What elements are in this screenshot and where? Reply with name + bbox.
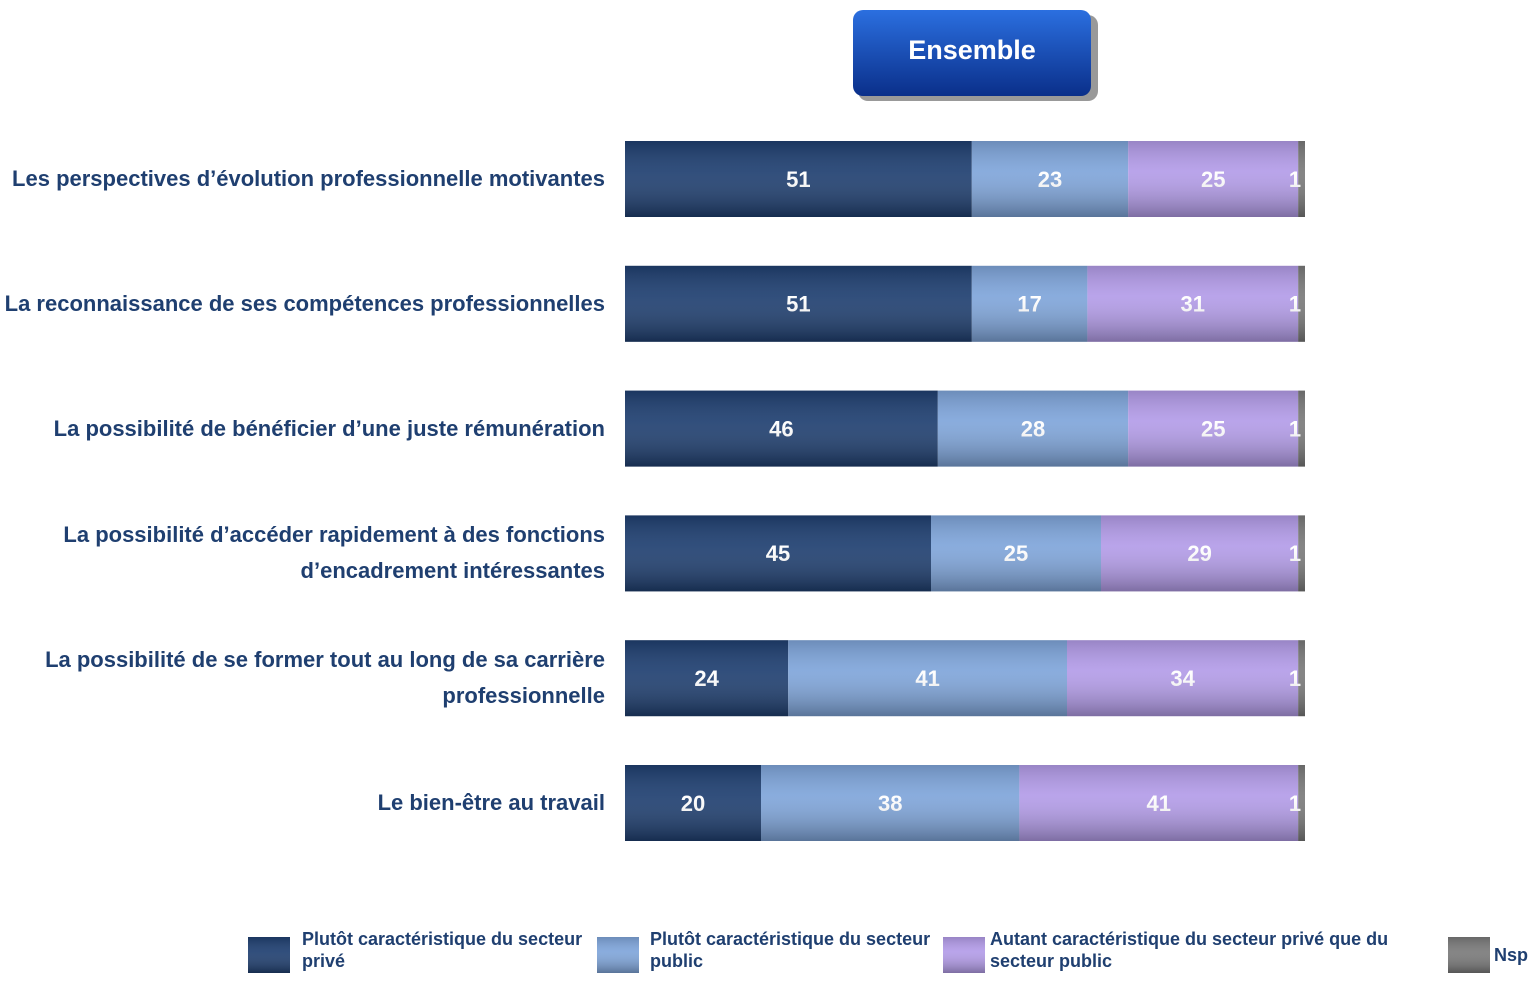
value-label: 1 xyxy=(1289,791,1301,816)
category-label: La possibilité d’accéder rapidement à de… xyxy=(63,522,605,584)
value-label: 51 xyxy=(786,292,810,317)
value-label: 24 xyxy=(694,666,719,691)
value-label: 25 xyxy=(1004,541,1028,566)
value-label: 34 xyxy=(1170,666,1195,691)
legend-label: Plutôt caractéristique du secteur privé xyxy=(302,929,583,971)
value-label: 41 xyxy=(915,666,939,691)
value-label: 1 xyxy=(1289,292,1301,317)
category-label: La possibilité de se former tout au long… xyxy=(45,647,605,709)
category-label: Le bien-être au travail xyxy=(377,790,605,815)
value-label: 17 xyxy=(1017,292,1041,317)
value-label: 28 xyxy=(1021,416,1045,441)
title-button xyxy=(853,10,1091,96)
value-label: 46 xyxy=(769,416,793,441)
category-label: La possibilité de bénéficier d’une juste… xyxy=(53,415,605,441)
legend-swatch-shading xyxy=(943,937,985,973)
chart-title: Ensemble xyxy=(908,35,1036,65)
value-label: 1 xyxy=(1289,416,1301,441)
value-label: 1 xyxy=(1289,541,1301,566)
legend-label: Nsp xyxy=(1494,945,1529,965)
legend-swatch-shading xyxy=(597,937,639,973)
value-label: 25 xyxy=(1201,416,1225,441)
value-label: 31 xyxy=(1181,292,1205,317)
legend-swatch-shading xyxy=(1448,937,1490,973)
value-label: 29 xyxy=(1187,541,1211,566)
category-label: Les perspectives d’évolution professionn… xyxy=(12,166,605,191)
value-label: 23 xyxy=(1038,167,1062,192)
value-label: 38 xyxy=(878,791,902,816)
value-label: 1 xyxy=(1289,666,1301,691)
legend-swatch-shading xyxy=(248,937,290,973)
legend-label: Plutôt caractéristique du secteur public xyxy=(650,929,931,971)
value-label: 1 xyxy=(1289,167,1301,192)
value-label: 20 xyxy=(681,791,705,816)
category-label: La reconnaissance de ses compétences pro… xyxy=(4,290,605,316)
legend-label: Autant caractéristique du secteur privé … xyxy=(990,929,1389,971)
value-label: 51 xyxy=(786,167,810,192)
value-label: 41 xyxy=(1147,791,1171,816)
value-label: 45 xyxy=(766,541,790,566)
value-label: 25 xyxy=(1201,167,1225,192)
